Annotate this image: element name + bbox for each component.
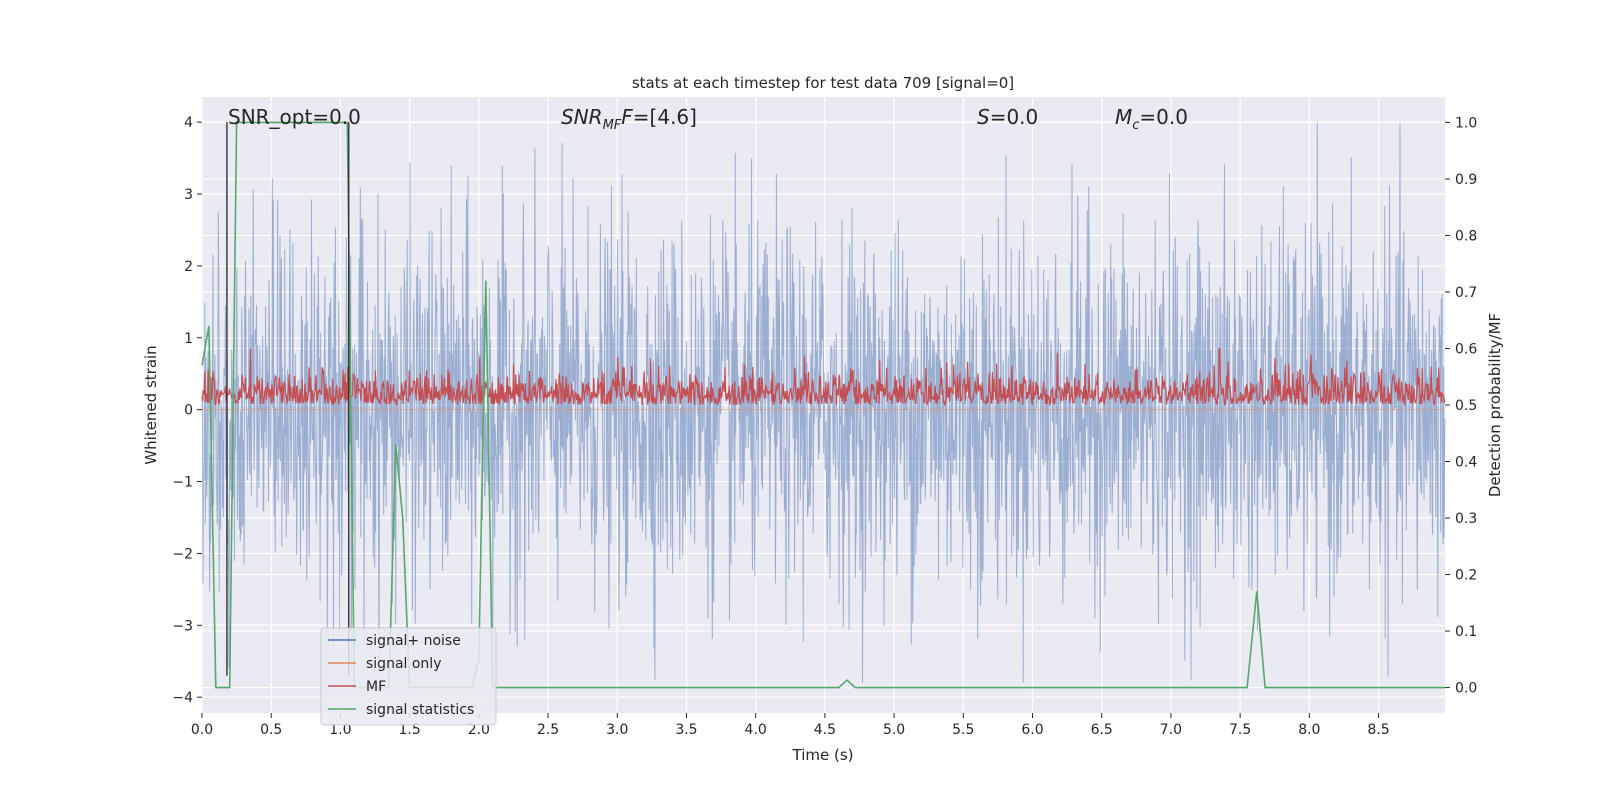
y-tick-label-left-0: 4 xyxy=(184,115,193,131)
y-tick-label-left-5: −1 xyxy=(172,475,193,491)
y-tick-label-right-3: 0.7 xyxy=(1455,285,1477,301)
y-tick-label-right-7: 0.3 xyxy=(1455,511,1477,527)
mf-line xyxy=(201,347,1446,407)
y-axis-label-left: Whitened strain xyxy=(142,345,160,464)
x-tick-label-2: 1.0 xyxy=(329,722,351,738)
vertical-lines xyxy=(226,122,350,676)
legend: signal+ noise signal only MF signal stat… xyxy=(320,627,497,726)
x-tick-label-7: 3.5 xyxy=(675,722,697,738)
mc-main: M xyxy=(1115,105,1132,129)
x-ticks: 0.0 0.5 1.0 1.5 2.0 2.5 3.0 3.5 4.0 4.5 5.0 5.5 6.0 6… xyxy=(191,713,1390,738)
y-tick-label-right-0: 1.0 xyxy=(1455,115,1477,131)
s-main: S xyxy=(977,105,990,129)
s-annotation: S=0.0 xyxy=(977,105,1038,129)
x-tick-label-10: 5.0 xyxy=(883,722,905,738)
mf-series xyxy=(201,347,1446,407)
y-ticks-right: 1.0 0.9 0.8 0.7 0.6 0.5 0.4 0.3 0.2 0.1 0.0 xyxy=(1445,115,1477,697)
x-tick-label-15: 7.5 xyxy=(1229,722,1251,738)
y-tick-label-left-4: 0 xyxy=(184,403,193,419)
mc-annotation: Mc=0.0 xyxy=(1115,105,1188,133)
y-tick-label-left-8: −4 xyxy=(172,690,193,706)
x-tick-label-3: 1.5 xyxy=(398,722,420,738)
snr-opt-annotation: SNR_opt=0.0 xyxy=(228,105,361,129)
x-tick-label-1: 0.5 xyxy=(260,722,282,738)
x-tick-label-17: 8.5 xyxy=(1367,722,1389,738)
y-tick-label-right-2: 0.8 xyxy=(1455,228,1477,244)
y-tick-label-right-1: 0.9 xyxy=(1455,172,1477,188)
chart-title: stats at each timestep for test data 709… xyxy=(632,74,1014,92)
snr-mf-main: SNR xyxy=(561,105,603,129)
y-tick-label-left-3: 1 xyxy=(184,331,193,347)
x-tick-label-0: 0.0 xyxy=(191,722,213,738)
y-tick-label-left-2: 2 xyxy=(184,259,193,275)
x-tick-label-12: 6.0 xyxy=(1021,722,1043,738)
y-tick-label-right-5: 0.5 xyxy=(1455,398,1477,414)
x-tick-label-13: 6.5 xyxy=(1091,722,1113,738)
y-tick-label-left-7: −3 xyxy=(172,618,193,634)
y-tick-label-right-4: 0.6 xyxy=(1455,341,1477,357)
y-tick-label-right-9: 0.1 xyxy=(1455,624,1477,640)
snr-mf-f: F xyxy=(621,105,633,129)
x-tick-label-14: 7.0 xyxy=(1160,722,1182,738)
snr-mf-sub: MF xyxy=(603,118,622,133)
x-tick-label-11: 5.5 xyxy=(952,722,974,738)
y-tick-label-right-8: 0.2 xyxy=(1455,568,1477,584)
legend-box xyxy=(320,627,497,726)
y-axis-label-right: Detection probability/MF xyxy=(1486,313,1504,497)
y-ticks-left: 4 3 2 1 0 −1 −2 −3 −4 xyxy=(172,115,202,706)
legend-label-signal-statistics: signal statistics xyxy=(366,702,474,718)
x-axis-label: Time (s) xyxy=(792,746,854,764)
x-tick-label-4: 2.0 xyxy=(468,722,490,738)
x-tick-label-8: 4.0 xyxy=(745,722,767,738)
mc-value: =0.0 xyxy=(1139,105,1188,129)
snr-mf-annotation: SNRMFF=[4.6] xyxy=(561,105,697,133)
x-tick-label-6: 3.0 xyxy=(606,722,628,738)
legend-label-signal-only: signal only xyxy=(366,656,441,672)
x-tick-label-16: 8.0 xyxy=(1298,722,1320,738)
y-tick-label-right-10: 0.0 xyxy=(1455,681,1477,697)
mc-sub: c xyxy=(1132,118,1139,133)
y-tick-label-left-1: 3 xyxy=(184,187,193,203)
snr-mf-value: =[4.6] xyxy=(633,105,697,129)
s-value: =0.0 xyxy=(990,105,1039,129)
y-tick-label-right-6: 0.4 xyxy=(1455,455,1477,471)
legend-label-signal-noise: signal+ noise xyxy=(366,633,461,649)
x-tick-label-9: 4.5 xyxy=(814,722,836,738)
y-tick-label-left-6: −2 xyxy=(172,546,193,562)
legend-label-mf: MF xyxy=(366,679,386,695)
x-tick-label-5: 2.5 xyxy=(537,722,559,738)
